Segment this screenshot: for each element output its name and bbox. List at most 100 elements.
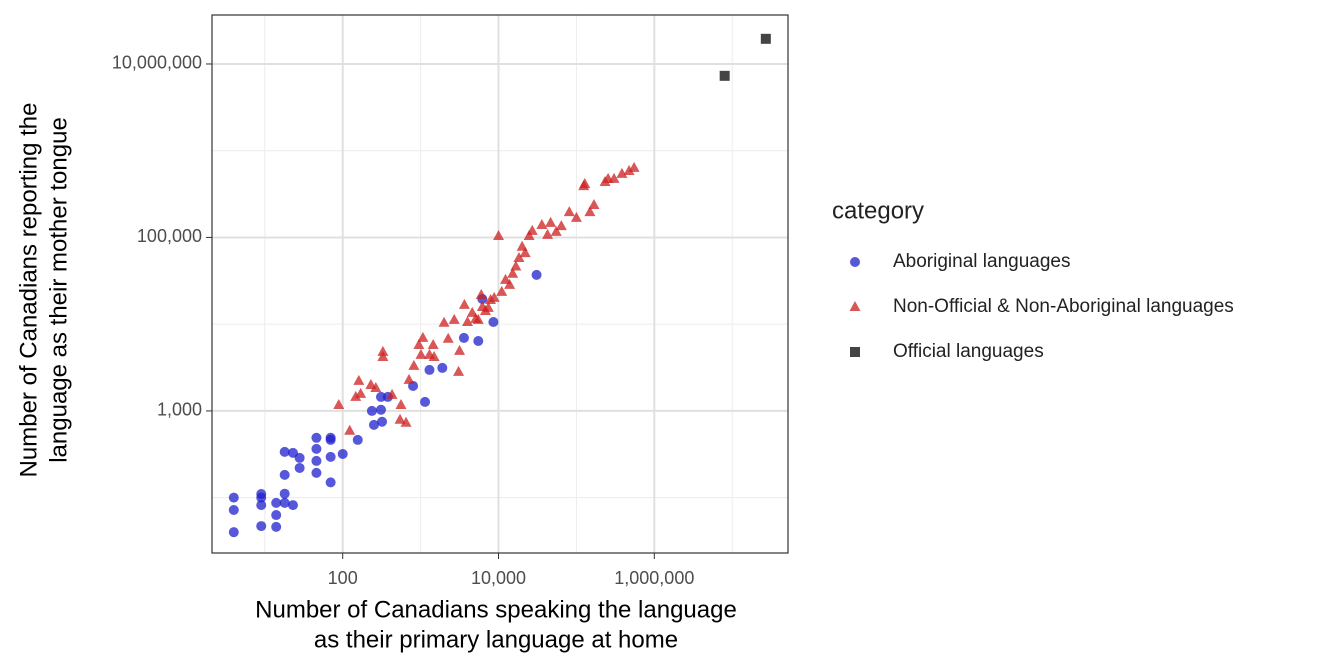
triangle-point (588, 198, 600, 209)
circle-point (377, 416, 388, 427)
triangle-point (350, 390, 362, 401)
triangle-point (417, 331, 429, 342)
triangle-point (408, 359, 420, 370)
triangle-point (413, 338, 425, 349)
triangle-point (395, 398, 407, 409)
y-tick-label: 1,000 (157, 400, 202, 420)
triangle-point (507, 267, 519, 278)
triangle-point (333, 398, 345, 409)
triangle-point (616, 167, 628, 178)
triangle-point (623, 165, 635, 176)
square-point (760, 33, 771, 44)
circle-point (325, 451, 336, 462)
triangle-point (394, 413, 406, 424)
triangle-point (579, 178, 591, 189)
triangle-point (628, 161, 640, 172)
triangle-point (523, 229, 535, 240)
triangle-point (496, 285, 508, 296)
circle-point (420, 396, 431, 407)
x-axis-title: Number of Canadians speaking the languag… (255, 596, 737, 623)
circle-point (337, 448, 348, 459)
triangle-point (493, 229, 505, 240)
triangle-point (370, 381, 382, 392)
triangle-point (513, 251, 525, 262)
circle-point (279, 497, 290, 508)
circle-point (368, 419, 379, 430)
circle-point (256, 500, 267, 511)
triangle-point (510, 260, 522, 271)
x-axis-title: as their primary language at home (314, 626, 678, 653)
circle-point (311, 455, 322, 466)
triangle-point (458, 298, 470, 309)
circle-point (458, 332, 469, 343)
triangle-point (584, 206, 596, 217)
circle-point (279, 469, 290, 480)
triangle-point (482, 301, 494, 312)
triangle-point (453, 365, 465, 376)
triangle-point (475, 288, 487, 299)
triangle-point (526, 224, 538, 235)
x-tick-label: 1,000,000 (614, 568, 694, 588)
circle-point (228, 492, 239, 503)
legend: Aboriginal languages Non-Official & Non-A… (849, 251, 1234, 362)
triangle-point (488, 291, 500, 302)
triangle-point (542, 228, 554, 239)
square-point (719, 70, 730, 81)
triangle-point (377, 345, 389, 356)
triangle-point (353, 374, 365, 385)
grid (212, 15, 788, 553)
triangle-point (472, 313, 484, 324)
triangle-point (608, 172, 620, 183)
triangle-point (400, 416, 412, 427)
triangle-point (504, 278, 516, 289)
circle-point (366, 405, 377, 416)
circle-point (311, 432, 322, 443)
circle-point (375, 404, 386, 415)
circle-point (279, 488, 290, 499)
circle-point (352, 434, 363, 445)
circle-point (850, 257, 860, 267)
triangle-point (438, 316, 450, 327)
circle-point (488, 316, 499, 327)
circle-point (228, 505, 239, 516)
x-tick-label: 10,000 (471, 568, 526, 588)
triangle-point (427, 338, 439, 349)
circle-point (375, 391, 386, 402)
x-tick-label: 100 (328, 568, 358, 588)
circle-point (311, 467, 322, 478)
circle-point (256, 489, 267, 500)
triangle-point (555, 220, 567, 231)
circle-point (325, 434, 336, 445)
triangle-point (442, 332, 454, 343)
y-axis-title: language as their mother tongue (45, 117, 72, 463)
marks (228, 33, 771, 538)
circle-point (279, 446, 290, 457)
triangle-point (563, 206, 575, 217)
triangle-point (415, 348, 427, 359)
triangle-point (428, 350, 440, 361)
triangle-point (545, 216, 557, 227)
circle-point (437, 362, 448, 373)
legend-title: category (832, 197, 924, 224)
legend-label: Official languages (893, 341, 1044, 362)
triangle-point (536, 219, 548, 230)
circle-point (294, 452, 305, 463)
circle-point (271, 521, 282, 532)
circle-point (256, 521, 267, 532)
triangle-point (849, 301, 861, 311)
triangle-point (403, 373, 415, 384)
circle-point (294, 462, 305, 473)
circle-point (271, 510, 282, 521)
panel-border (211, 14, 789, 554)
triangle-point (448, 313, 460, 324)
circle-point (531, 269, 542, 280)
circle-point (228, 527, 239, 538)
legend-label: Aboriginal languages (893, 251, 1070, 272)
circle-point (271, 497, 282, 508)
circle-point (325, 477, 336, 488)
triangle-point (570, 211, 582, 222)
legend-label: Non-Official & Non-Aboriginal languages (893, 296, 1234, 317)
circle-point (424, 364, 435, 375)
